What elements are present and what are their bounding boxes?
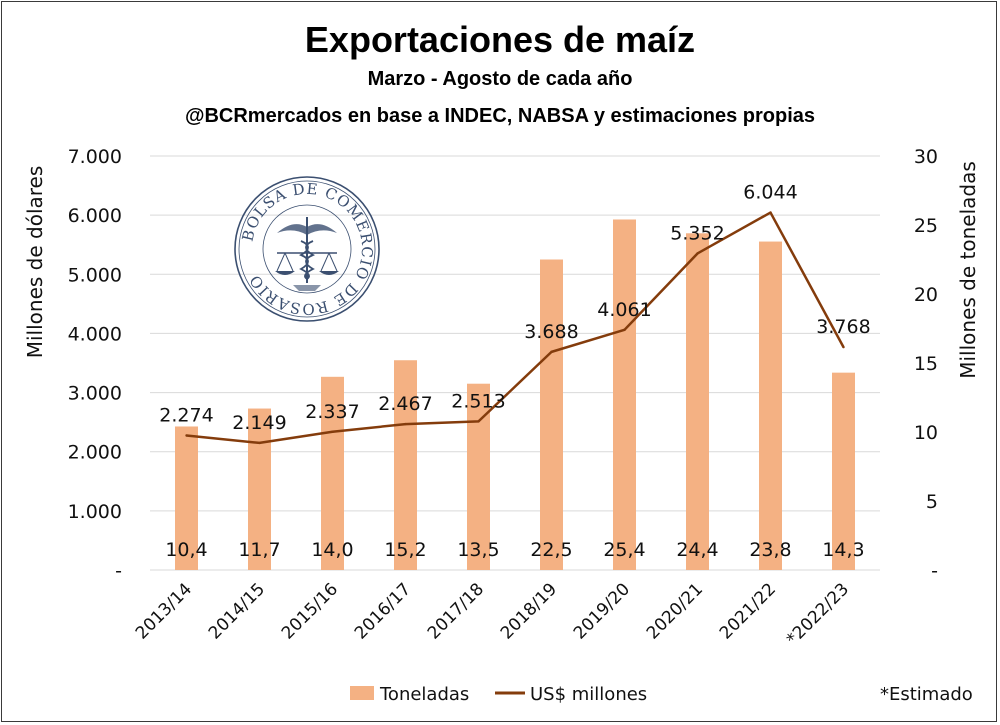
y-tick-label: 2.000 xyxy=(68,442,122,464)
line-value-label: 4.061 xyxy=(597,299,651,321)
y2-tick-label: 30 xyxy=(914,146,938,168)
category-label: 2020/21 xyxy=(643,579,707,643)
line-point xyxy=(842,345,845,349)
category-label: 2017/18 xyxy=(424,579,488,643)
line-point xyxy=(185,434,188,437)
bar xyxy=(467,383,490,570)
line-data-labels: 2.274 2.149 2.337 2.467 2.513 3.688 4.061 5.352… xyxy=(159,182,870,434)
y2-tick-label: 25 xyxy=(914,215,938,237)
y-axis-title: Millones de dólares xyxy=(23,166,47,359)
footnote: *Estimado xyxy=(880,684,973,705)
y-tick-label: 5.000 xyxy=(68,264,122,286)
chart-source: @BCRmercados en base a INDEC, NABSA y es… xyxy=(185,105,815,127)
category-label: 2016/17 xyxy=(351,579,415,643)
chart-subtitle: Marzo - Agosto de cada año xyxy=(368,68,633,90)
line-value-label: 3.688 xyxy=(524,321,578,343)
line-point xyxy=(623,328,626,332)
y-axis-ticks: - 1.000 2.000 3.000 4.000 5.000 6.000 7.000 xyxy=(68,146,122,582)
bar xyxy=(686,233,709,570)
y-tick-label: 6.000 xyxy=(68,205,122,227)
category-label: 2013/14 xyxy=(132,579,196,643)
bar-value-label: 13,5 xyxy=(457,539,499,561)
category-label: 2014/15 xyxy=(205,579,269,643)
bar xyxy=(540,259,563,570)
chart-title: Exportaciones de maíz xyxy=(305,19,695,60)
bar-value-label: 22,5 xyxy=(530,539,572,561)
y2-tick-label: 10 xyxy=(914,422,938,444)
line-value-label: 2.513 xyxy=(451,390,505,412)
line-point xyxy=(477,420,480,423)
category-label: 2015/16 xyxy=(278,579,342,643)
line-point xyxy=(769,211,772,214)
line-value-label: 2.149 xyxy=(232,412,286,434)
y2-tick-label: - xyxy=(931,560,938,582)
category-label: 2018/19 xyxy=(497,579,561,643)
bar-series xyxy=(175,219,855,571)
bar-value-label: 25,4 xyxy=(603,539,645,561)
gridlines xyxy=(150,155,880,571)
bar xyxy=(832,372,855,570)
bar-value-label: 11,7 xyxy=(238,539,280,561)
bar-value-label: 15,2 xyxy=(384,539,426,561)
bar xyxy=(394,360,417,570)
bar-data-labels: 10,4 11,7 14,0 15,2 13,5 22,5 25,4 24,4 23,8 14,3 xyxy=(165,539,864,561)
line-series xyxy=(185,211,845,445)
y-tick-label: 4.000 xyxy=(68,323,122,345)
bar xyxy=(321,376,344,570)
y2-axis-title: Millones de toneladas xyxy=(956,161,980,379)
y2-axis-ticks: - 5 10 15 20 25 30 xyxy=(914,146,938,582)
y-tick-label: 3.000 xyxy=(68,383,122,405)
line-value-label: 6.044 xyxy=(743,182,797,204)
x-axis-categories: 2013/14 2014/15 2015/16 2016/17 2017/18 2018/… xyxy=(132,579,853,649)
legend-swatch-bars xyxy=(350,686,374,700)
bar xyxy=(248,408,271,570)
bar-value-label: 14,3 xyxy=(822,539,864,561)
legend: Toneladas US$ millones xyxy=(350,684,647,705)
bar xyxy=(175,426,198,570)
bar-value-label: 23,8 xyxy=(749,539,791,561)
legend-label-line: US$ millones xyxy=(530,684,647,705)
y-tick-label: 1.000 xyxy=(68,501,122,523)
line-value-label: 2.337 xyxy=(305,401,359,423)
category-label: *2022/23 xyxy=(783,579,853,649)
bcr-seal-icon: BOLSA DE COMERCIO DE ROSARIO xyxy=(234,176,380,322)
line-point xyxy=(404,422,407,426)
category-label: 2021/22 xyxy=(716,579,780,643)
bar-value-label: 14,0 xyxy=(311,539,353,561)
bar xyxy=(759,241,782,570)
line-value-label: 2.274 xyxy=(159,405,213,427)
y-tick-label: 7.000 xyxy=(68,146,122,168)
category-label: 2019/20 xyxy=(570,579,634,643)
y2-tick-label: 5 xyxy=(926,491,938,513)
y-tick-label: - xyxy=(115,560,122,582)
y2-tick-label: 15 xyxy=(914,353,938,375)
line-value-label: 3.768 xyxy=(816,316,870,338)
bar-value-label: 10,4 xyxy=(165,539,207,561)
line-value-label: 2.467 xyxy=(378,393,432,415)
line-path xyxy=(186,211,845,445)
line-value-label: 5.352 xyxy=(670,222,724,244)
bar-value-label: 24,4 xyxy=(676,539,718,561)
y2-tick-label: 20 xyxy=(914,284,938,306)
line-point xyxy=(550,350,553,354)
line-point xyxy=(696,252,699,255)
line-point xyxy=(258,441,261,445)
line-point xyxy=(331,430,334,433)
bar xyxy=(613,219,636,571)
legend-label-bars: Toneladas xyxy=(379,684,469,705)
